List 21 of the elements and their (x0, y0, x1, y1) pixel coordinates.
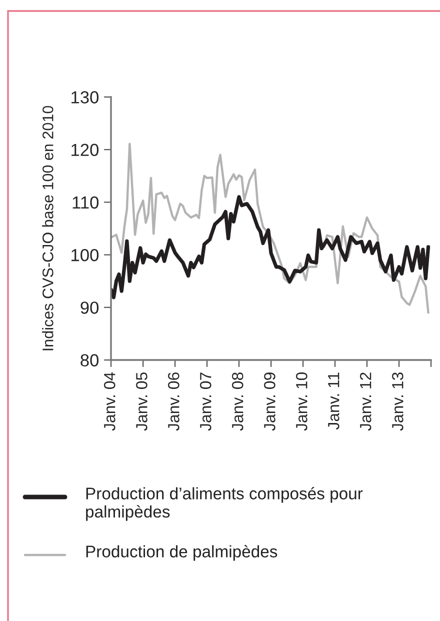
x-tick-label: Janv. 09 (264, 372, 276, 431)
y-tick-label: 90 (80, 302, 99, 314)
x-tick-label: Janv. 04 (104, 372, 116, 431)
line-series (111, 142, 430, 314)
y-tick-label: 120 (72, 144, 99, 156)
x-tick-label: Janv. 07 (200, 372, 212, 431)
x-tick-label: Janv. 11 (328, 372, 340, 430)
y-tick-label: 110 (72, 196, 99, 209)
x-tick-label: Janv. 10 (296, 372, 308, 431)
x-tick-label: Janv. 13 (392, 372, 404, 431)
x-tick-label: Janv. 12 (360, 372, 372, 431)
y-tick-label: 80 (80, 354, 99, 366)
y-tick-label: 130 (72, 91, 99, 104)
x-tick-label: Janv. 08 (232, 372, 244, 431)
legend-label: Production d’aliments composés pour palmipèdes (86, 487, 363, 521)
x-tick-label: Janv. 05 (136, 372, 148, 431)
legend-label: Production de palmipèdes (86, 545, 278, 561)
y-tick-label: 100 (72, 248, 99, 262)
line-series (111, 195, 430, 300)
x-tick-label: Janv. 06 (168, 372, 180, 431)
y-axis-title: Indices CVS-CJO base 100 en 2010 (42, 106, 54, 350)
